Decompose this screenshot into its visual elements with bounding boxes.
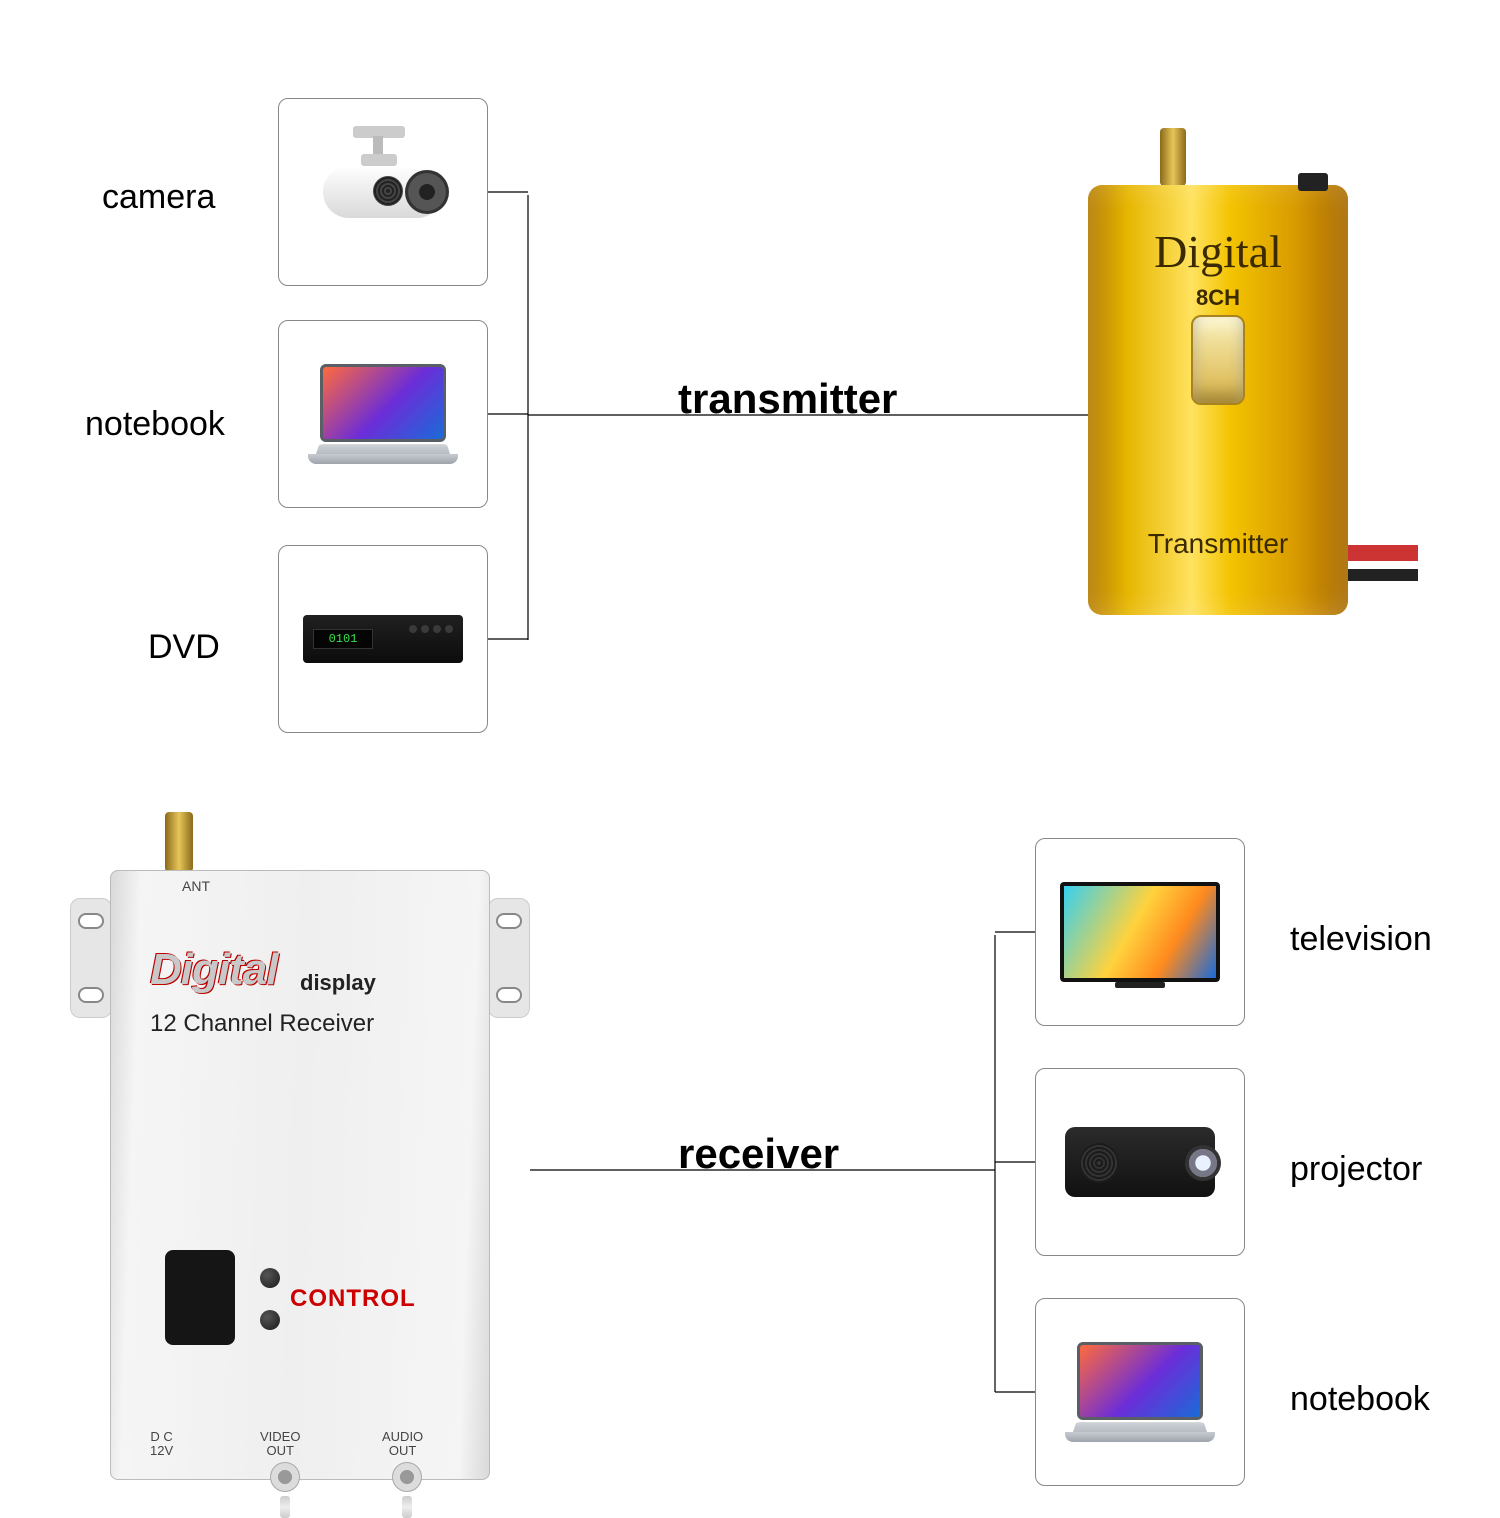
receiver-control-label: CONTROL (290, 1285, 416, 1313)
transmitter-cable-icon (1348, 545, 1418, 581)
receiver-rca-audio-icon (392, 1462, 422, 1506)
diagram-canvas: camera notebook 0101 DVD transmitter Dig… (0, 0, 1500, 1500)
dvd-label: DVD (148, 628, 220, 667)
receiver-section-title: receiver (678, 1130, 839, 1178)
receiver-brand: Digital (150, 945, 277, 995)
transmitter-brand: Digital (1088, 225, 1348, 278)
dvd-display: 0101 (313, 629, 373, 649)
receiver-knob-down (260, 1310, 280, 1330)
receiver-mount-left (70, 898, 112, 1018)
dvd-thumb: 0101 (278, 545, 488, 733)
notebook-label: notebook (85, 405, 225, 444)
receiver-device: ANT Digital display 12 Channel Receiver … (110, 870, 490, 1480)
transmitter-device: Digital 8CH Transmitter (1088, 185, 1348, 615)
transmitter-channels: 8CH (1088, 285, 1348, 311)
television-thumb (1035, 838, 1245, 1026)
receiver-mount-right (488, 898, 530, 1018)
receiver-display-icon (165, 1250, 235, 1345)
notebook-thumb (278, 320, 488, 508)
projector-thumb (1035, 1068, 1245, 1256)
projector-label: projector (1290, 1150, 1422, 1189)
camera-thumb (278, 98, 488, 286)
receiver-ant-label: ANT (182, 878, 210, 894)
transmitter-name: Transmitter (1088, 528, 1348, 560)
receiver-port-dc: D C12V (150, 1430, 173, 1459)
transmitter-antenna (1160, 128, 1186, 186)
receiver-port-video: VIDEOOUT (260, 1430, 300, 1459)
receiver-port-audio: AUDIOOUT (382, 1430, 423, 1459)
notebook2-label: notebook (1290, 1380, 1430, 1419)
receiver-antenna (165, 812, 193, 872)
transmitter-section-title: transmitter (678, 375, 897, 423)
notebook2-thumb (1035, 1298, 1245, 1486)
receiver-rca-video-icon (270, 1462, 300, 1506)
receiver-model: 12 Channel Receiver (150, 1010, 374, 1038)
television-label: television (1290, 920, 1432, 959)
receiver-brand-sub: display (300, 970, 376, 996)
receiver-knob-up (260, 1268, 280, 1288)
camera-label: camera (102, 178, 215, 217)
transmitter-button-icon (1191, 315, 1245, 405)
transmitter-switch-icon (1298, 173, 1328, 191)
